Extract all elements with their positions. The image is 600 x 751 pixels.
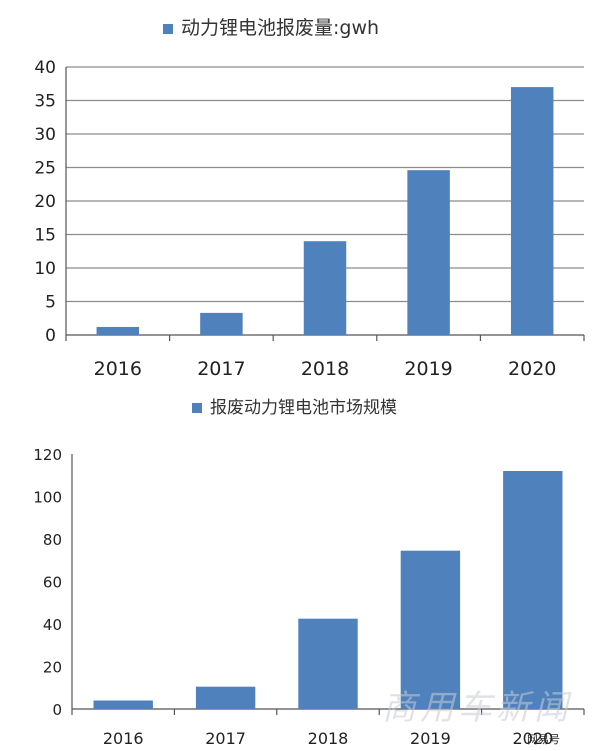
x-tick-label: 2016 <box>103 729 144 748</box>
bar-2020 <box>503 471 563 709</box>
watermark-logo: 商用车新闻 <box>382 688 572 728</box>
watermark-sub: 网易号 <box>527 733 560 746</box>
legend-label: 动力锂电池报废量:gwh <box>181 17 379 39</box>
bar-2019 <box>400 550 461 709</box>
legend-label: 报废动力锂电池市场规模 <box>210 398 397 418</box>
y-tick-label: 25 <box>34 159 56 179</box>
bar-2017 <box>200 312 243 335</box>
x-tick-label: 2017 <box>205 729 246 748</box>
y-tick-label: 35 <box>34 92 56 112</box>
y-tick-label: 40 <box>34 58 56 78</box>
bar-2016 <box>93 700 153 709</box>
y-tick-label: 15 <box>34 226 56 246</box>
bar-2018 <box>298 618 358 709</box>
legend-swatch <box>192 403 202 413</box>
y-tick-label: 100 <box>33 489 62 507</box>
x-tick-label: 2019 <box>410 729 451 748</box>
y-tick-label: 60 <box>43 574 62 592</box>
y-tick-label: 5 <box>45 293 56 313</box>
x-tick-label: 2016 <box>94 358 142 380</box>
y-tick-label: 80 <box>43 531 62 549</box>
y-tick-label: 40 <box>43 616 62 634</box>
x-tick-label: 2020 <box>512 729 553 748</box>
bar-2016 <box>96 326 140 335</box>
market-size-chart-svg: 报废动力锂电池市场规模 0 20 40 60 80 100 120 2016 2017 2018 20… <box>33 398 585 748</box>
y-tick-label: 30 <box>34 125 56 145</box>
bar-2020 <box>510 87 554 335</box>
legend-swatch <box>163 24 173 34</box>
gwh-chart: 动力锂电池报废量:gwh 0 5 10 15 20 25 30 35 40 2016 2017 2018… <box>34 17 585 380</box>
bar-2018 <box>303 241 347 335</box>
bar-2017 <box>195 686 256 709</box>
y-tick-label: 20 <box>34 192 56 212</box>
y-tick-label: 10 <box>34 259 56 279</box>
gwh-chart-svg: 动力锂电池报废量:gwh 0 5 10 15 20 25 30 35 40 2016 2017 2018… <box>34 17 585 380</box>
x-tick-label: 2017 <box>197 358 245 380</box>
x-tick-label: 2018 <box>301 358 349 380</box>
x-tick-label: 2018 <box>308 729 349 748</box>
x-tick-label: 2019 <box>404 358 452 380</box>
y-tick-label: 0 <box>52 701 62 719</box>
bar-2019 <box>407 170 450 335</box>
y-tick-label: 0 <box>45 326 56 346</box>
market-size-chart: 报废动力锂电池市场规模 0 20 40 60 80 100 120 2016 2017 2018 20… <box>0 395 600 751</box>
y-tick-label: 20 <box>43 659 62 677</box>
y-tick-label: 120 <box>33 446 62 464</box>
x-tick-label: 2020 <box>508 358 556 380</box>
